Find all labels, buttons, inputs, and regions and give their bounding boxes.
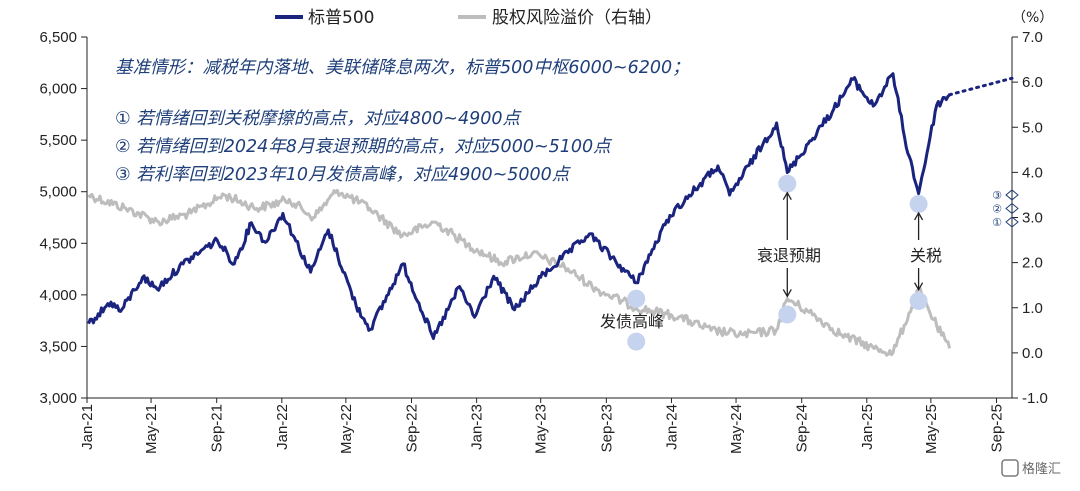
- x-tick-label: Sep-22: [404, 404, 421, 452]
- x-tick-label: May-23: [533, 404, 550, 454]
- y-left-tick-label: 5,500: [39, 132, 77, 149]
- series-line-spx-forecast: [948, 76, 1014, 97]
- y-right-tick-label: 1.0: [1022, 300, 1043, 317]
- highlight-marker: [909, 291, 928, 310]
- y-axis-left: 6,500 6,000 5,500 5,000 4,500 4,000 3,500 3,000: [39, 29, 87, 407]
- y-left-tick-label: 5,000: [39, 184, 77, 201]
- y-left-tick-label: 6,000: [39, 81, 77, 98]
- note-baseline: 基准情形：减税年内落地、美联储降息两次，标普500中枢6000~6200；: [115, 58, 690, 78]
- y-right-tick-label: 5.0: [1022, 119, 1043, 136]
- x-tick-label: Sep-24: [794, 404, 811, 452]
- scenario-diamond-icon: [1005, 202, 1019, 215]
- x-tick-label: Jan-24: [663, 404, 680, 450]
- legend: 标普500 股权风险溢价（右轴）: [275, 8, 662, 28]
- y-right-tick-label: 0.0: [1022, 345, 1043, 362]
- y-left-tick-label: 4,000: [39, 287, 77, 304]
- x-tick-label: Jan-23: [469, 404, 486, 450]
- arrow-up-1-head: [782, 191, 792, 201]
- highlight-marker: [778, 305, 797, 324]
- annotation-recession: 衰退预期: [757, 246, 821, 265]
- y-left-tick-label: 6,500: [39, 29, 77, 46]
- x-tick-label: Jan-22: [274, 404, 291, 450]
- watermark-text: 格隆汇: [1022, 461, 1061, 477]
- x-tick-label: Jan-21: [79, 404, 96, 450]
- highlight-marker: [909, 194, 928, 213]
- annotation-arrows: [782, 191, 924, 298]
- annotation-bond-issuance: 发债高峰: [600, 312, 664, 331]
- highlight-markers: [627, 174, 928, 351]
- y-left-tick-label: 4,500: [39, 235, 77, 252]
- x-tick-label: May-22: [338, 404, 355, 454]
- y-left-tick-label: 3,000: [39, 390, 77, 407]
- annotation-tariff: 关税: [910, 246, 942, 265]
- arrow-down-1-head: [782, 289, 792, 298]
- y-right-tick-label: 3.0: [1022, 210, 1043, 227]
- note-scenario-1: ① 若情绪回到关税摩擦的高点，对应4800~4900点: [115, 109, 522, 129]
- highlight-marker: [627, 289, 646, 308]
- scenario-notes: 基准情形：减税年内落地、美联储降息两次，标普500中枢6000~6200； ① …: [115, 58, 690, 185]
- right-axis-unit: （%）: [1012, 10, 1053, 26]
- series-line-spx: [87, 72, 951, 340]
- x-tick-label: May-25: [923, 404, 940, 454]
- x-tick-label: May-24: [728, 404, 745, 454]
- scenario-mark-label: ②: [992, 202, 1002, 215]
- x-tick-label: Sep-23: [598, 404, 615, 452]
- highlight-marker: [627, 332, 646, 351]
- x-tick-label: Jan-25: [859, 404, 876, 450]
- note-scenario-2: ② 若情绪回到2024年8月衰退预期的高点，对应5000~5100点: [115, 137, 613, 157]
- scenario-diamond-icon: [1005, 216, 1019, 228]
- arrow-up-2-head: [914, 211, 924, 221]
- y-axis-right: 7.0 6.0 5.0 4.0 3.0 2.0 1.0 0.0 -1.0: [1012, 29, 1048, 407]
- y-right-tick-label: 7.0: [1022, 29, 1043, 46]
- x-tick-label: May-21: [143, 404, 160, 454]
- note-scenario-3: ③ 若利率回到2023年10月发债高峰，对应4900~5000点: [115, 165, 572, 185]
- y-right-tick-label: 2.0: [1022, 255, 1043, 272]
- scenario-mark-label: ①: [992, 216, 1002, 229]
- legend-label-spx: 标普500: [308, 8, 374, 28]
- x-axis: Jan-21 May-21 Sep-21 Jan-22 May-22 Sep-22 Jan-…: [79, 398, 1006, 454]
- watermark: 格隆汇: [1001, 459, 1061, 477]
- x-tick-label: Sep-21: [209, 404, 226, 452]
- y-right-tick-label: 4.0: [1022, 164, 1043, 181]
- y-right-tick-label: 6.0: [1022, 74, 1043, 91]
- scenario-mark-label: ③: [992, 189, 1002, 202]
- legend-label-erp: 股权风险溢价（右轴）: [492, 8, 662, 28]
- scenario-marks: ③②①: [992, 189, 1019, 229]
- watermark-logo-icon: [1001, 459, 1019, 477]
- series-line-erp: [87, 188, 952, 357]
- highlight-marker: [778, 174, 797, 193]
- scenario-diamond-icon: [1005, 189, 1019, 201]
- y-right-tick-label: -1.0: [1022, 390, 1048, 407]
- y-left-tick-label: 3,500: [39, 338, 77, 355]
- arrow-down-2-head: [914, 282, 924, 292]
- x-tick-label: Sep-25: [989, 404, 1006, 452]
